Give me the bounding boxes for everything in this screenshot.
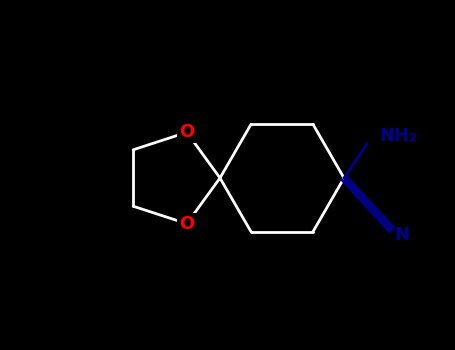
Text: O: O: [179, 123, 194, 141]
Text: O: O: [179, 215, 194, 233]
Text: NH₂: NH₂: [379, 127, 417, 145]
Text: N: N: [394, 226, 410, 244]
